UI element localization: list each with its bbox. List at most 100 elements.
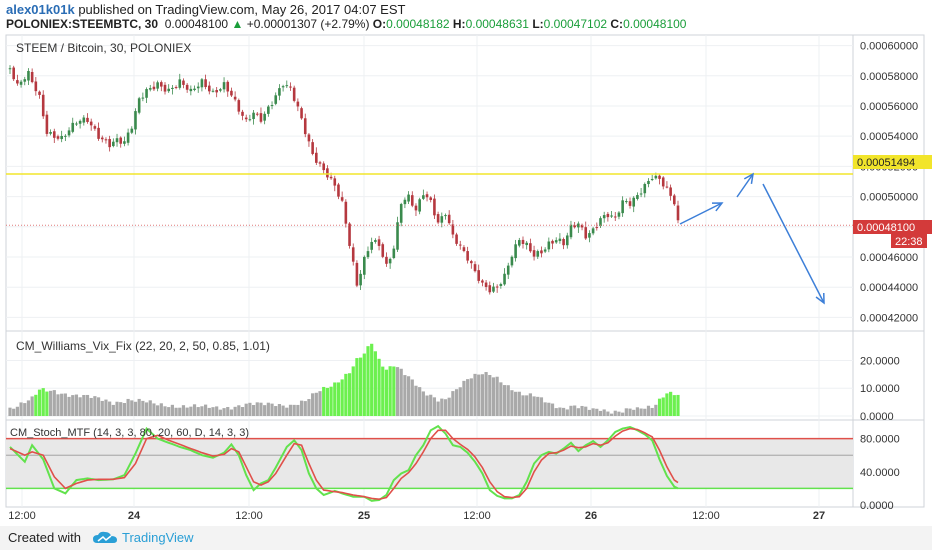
vix-bar <box>144 402 149 416</box>
candle-body <box>348 223 351 246</box>
candle-body <box>163 84 167 92</box>
vix-bar <box>388 366 392 416</box>
vix-bar <box>82 394 86 416</box>
chart-canvas[interactable]: 0.00060000 0.00058000 0.00056000 0.00054000… <box>0 0 932 526</box>
candle-body <box>466 251 469 261</box>
candle-body <box>562 239 565 246</box>
candle-body <box>64 135 67 137</box>
candle-body <box>639 193 643 195</box>
vix-bar <box>329 386 333 416</box>
vix-bar <box>543 402 547 416</box>
vix-bar <box>510 390 514 416</box>
vix-bar <box>451 391 455 416</box>
vix-bar <box>174 407 178 416</box>
tradingview-brand-link[interactable]: TradingView <box>122 530 194 545</box>
symbol-label: POLONIEX:STEEMBTC, 30 <box>6 17 159 31</box>
vix-bar <box>366 346 370 416</box>
candle-body <box>104 139 108 141</box>
vix-bar <box>598 410 603 416</box>
candle-body <box>19 81 23 85</box>
candle-body <box>362 256 366 275</box>
vix-bar <box>181 405 186 416</box>
candle-body <box>440 216 444 223</box>
vix-bar <box>237 405 241 416</box>
vix-bar <box>381 366 385 416</box>
vix-bar <box>152 403 156 416</box>
vix-bars <box>8 343 680 416</box>
vix-bar <box>96 397 101 416</box>
vix-bar <box>115 401 119 416</box>
vix-bar <box>200 406 204 416</box>
candle-body <box>518 240 521 246</box>
publish-header: alex01k01k published on TradingView.com,… <box>6 2 405 17</box>
vix-bar <box>643 408 647 416</box>
time-tick-label: 12:00 <box>692 510 720 522</box>
vix-bar <box>613 410 617 416</box>
candle-body <box>470 261 473 264</box>
candle-body <box>414 205 418 211</box>
candle-body <box>60 135 63 140</box>
candle-body <box>178 79 182 88</box>
candle-body <box>108 138 111 148</box>
projection-arrow-1-head <box>711 202 724 212</box>
candle-body <box>436 214 440 223</box>
vix-bar <box>148 400 152 416</box>
candle-body <box>543 249 547 252</box>
close-label: C: <box>610 17 624 31</box>
author-link[interactable]: alex01k01k <box>6 2 75 17</box>
candle-body <box>97 127 100 139</box>
vix-tick-label: 20.0000 <box>860 355 900 367</box>
projection-arrow-1 <box>679 202 723 225</box>
open-value: 0.00048182 <box>386 17 450 31</box>
candle-body <box>625 201 628 203</box>
candles <box>8 65 680 295</box>
candle-body <box>211 90 215 92</box>
candle-body <box>189 88 193 92</box>
vix-bar <box>609 413 614 416</box>
vix-bar <box>63 393 67 416</box>
vix-bar <box>248 402 252 416</box>
candle-body <box>326 168 329 178</box>
candle-body <box>252 112 255 120</box>
projection-arrow-3-head <box>815 292 825 305</box>
candle-body <box>248 119 252 121</box>
vix-bar <box>528 393 532 416</box>
symbol-header: POLONIEX:STEEMBTC, 30 0.00048100 ▲ +0.00… <box>6 17 686 31</box>
vix-bar <box>443 399 448 416</box>
time-tick-label: 12:00 <box>8 510 36 522</box>
vix-bar <box>19 402 23 416</box>
vix-bar <box>296 404 300 416</box>
candle-body <box>145 89 148 98</box>
stoch-pane-title: CM_Stoch_MTF (14, 3, 3, 80, 20, 60, D, 1… <box>10 427 249 439</box>
vix-bar <box>384 369 389 416</box>
candle-body <box>233 96 237 100</box>
high-value: 0.00048631 <box>465 17 529 31</box>
vix-bar <box>484 372 488 416</box>
candle-body <box>318 162 322 164</box>
projection-arrow-2 <box>736 173 754 198</box>
low-label: L: <box>532 17 544 31</box>
vix-bar <box>447 397 451 416</box>
open-label: O: <box>372 17 387 31</box>
candle-body <box>636 195 639 199</box>
candle-body <box>621 200 624 214</box>
candle-body <box>263 113 266 121</box>
candle-body <box>477 270 481 281</box>
vix-bar <box>418 387 422 416</box>
vix-bar <box>251 405 256 416</box>
candle-body <box>359 273 362 286</box>
candle-body <box>610 215 613 217</box>
vix-bar <box>650 407 654 416</box>
candle-body <box>355 262 359 286</box>
candle-body <box>174 87 178 89</box>
vix-bar <box>669 391 673 416</box>
vix-bar <box>137 398 141 416</box>
candle-body <box>554 240 558 243</box>
vix-bar <box>244 403 248 416</box>
stoch-lines <box>9 424 679 502</box>
vix-bar <box>632 409 636 416</box>
candle-body <box>422 195 425 199</box>
candle-body <box>613 216 617 218</box>
candle-body <box>156 82 159 89</box>
vix-bar <box>624 408 628 416</box>
